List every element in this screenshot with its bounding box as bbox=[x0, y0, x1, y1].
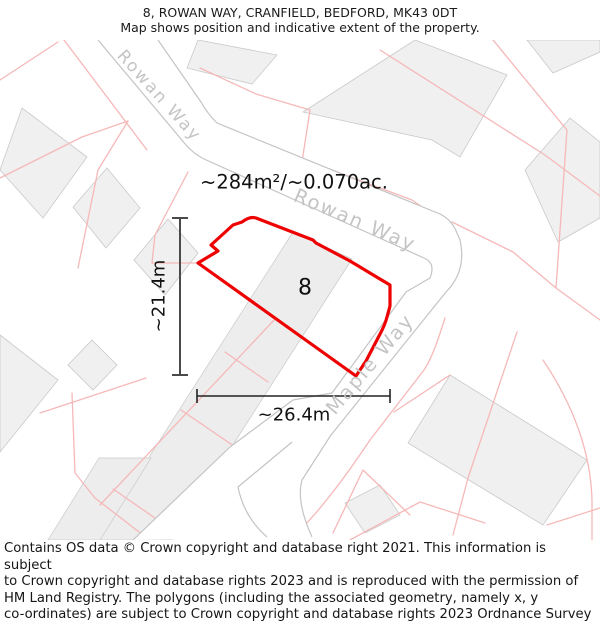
road-edge-northeast bbox=[157, 40, 463, 538]
property-outline bbox=[196, 215, 392, 378]
map-canvas: Rowan Way Rowan Way Maple Way ~284m²/~0.… bbox=[0, 40, 600, 540]
dimension-lines bbox=[172, 217, 391, 403]
map-graphics bbox=[0, 40, 600, 540]
buildings bbox=[0, 40, 600, 534]
roads bbox=[97, 40, 463, 540]
page-header: 8, ROWAN WAY, CRANFIELD, BEDFORD, MK43 0… bbox=[0, 0, 600, 40]
width-dimension-line bbox=[196, 389, 391, 403]
height-dimension-label: ~21.4m bbox=[148, 259, 170, 333]
road-surface bbox=[98, 40, 462, 540]
height-dimension-line bbox=[172, 217, 188, 376]
road-edge-branch bbox=[237, 441, 293, 538]
parcel-lines bbox=[0, 40, 600, 540]
page-subtitle: Map shows position and indicative extent… bbox=[120, 20, 480, 35]
road-edge-southwest bbox=[97, 40, 433, 540]
page-title: 8, ROWAN WAY, CRANFIELD, BEDFORD, MK43 0… bbox=[142, 5, 458, 20]
plot-number-label: 8 bbox=[298, 275, 312, 301]
copyright-notice: Contains OS data © Crown copyright and d… bbox=[4, 541, 592, 625]
width-dimension-label: ~26.4m bbox=[257, 404, 331, 426]
plot-area-label: ~284m²/~0.070ac. bbox=[200, 170, 388, 194]
